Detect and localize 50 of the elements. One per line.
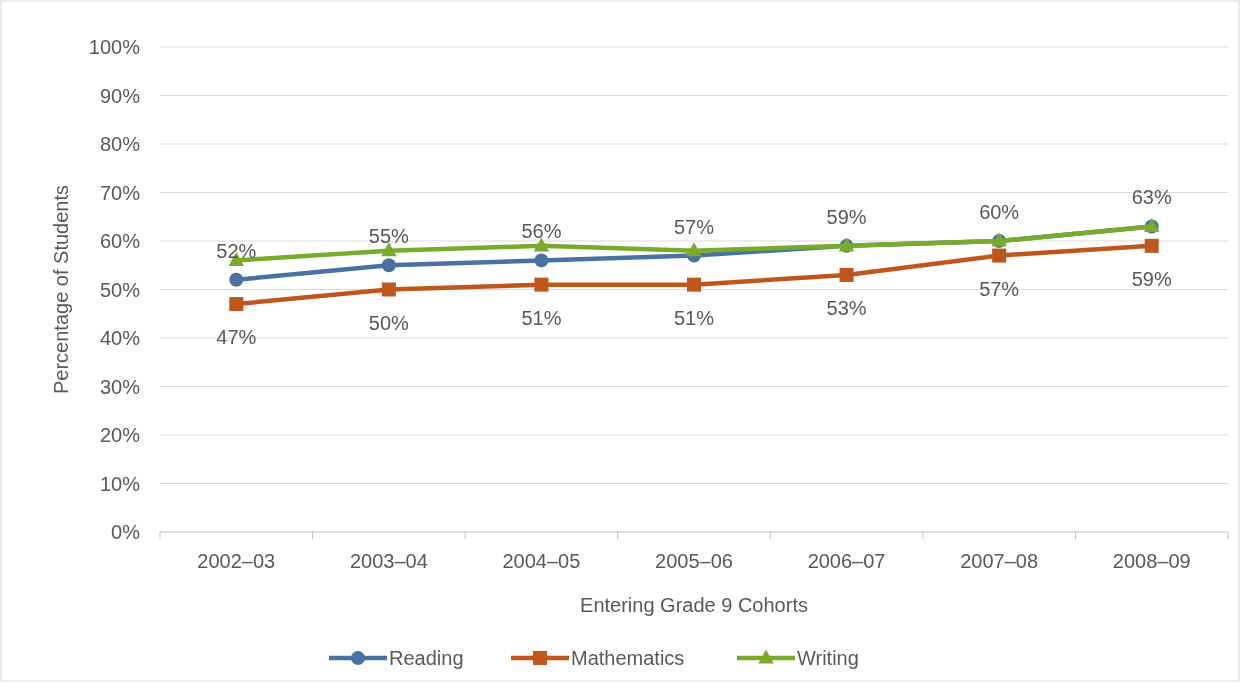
y-tick-label: 60% xyxy=(99,230,141,252)
data-label: 59% xyxy=(1131,267,1172,290)
data-label: 52% xyxy=(216,239,257,262)
y-tick-label: 80% xyxy=(99,133,141,155)
data-label: 63% xyxy=(1131,186,1172,209)
data-label: 57% xyxy=(673,215,715,238)
legend-label: Writing xyxy=(797,647,859,669)
point xyxy=(381,242,397,257)
y-tick-label: 50% xyxy=(99,278,141,301)
point xyxy=(686,242,702,257)
x-tick-label: 2004–05 xyxy=(502,550,581,572)
legend-label: Reading xyxy=(389,647,464,669)
y-tick-label: 20% xyxy=(99,424,141,446)
x-tick-label: 2003–04 xyxy=(349,550,428,572)
y-tick-label: 30% xyxy=(99,375,141,398)
point xyxy=(533,237,550,252)
point xyxy=(534,277,549,292)
y-tick-label: 10% xyxy=(99,472,141,495)
data-label: 50% xyxy=(368,311,410,334)
data-label: 53% xyxy=(826,296,867,319)
data-label: 57% xyxy=(979,277,1020,300)
y-tick-label: 0% xyxy=(111,521,141,543)
point xyxy=(229,297,244,312)
x-tick-label: 2007–08 xyxy=(960,550,1039,572)
legend-label: Mathematics xyxy=(571,647,685,669)
data-label: 51% xyxy=(521,306,562,329)
y-tick-label: 100% xyxy=(88,36,141,58)
y-tick-label: 40% xyxy=(99,327,141,349)
x-tick-label: 2005–06 xyxy=(655,550,733,572)
point xyxy=(992,248,1007,263)
y-axis-title: Percentage of Students xyxy=(50,184,72,395)
point xyxy=(381,258,396,273)
data-label: 51% xyxy=(673,306,715,329)
x-axis-title: Entering Grade 9 Cohorts xyxy=(580,594,808,616)
data-label: 60% xyxy=(979,201,1020,223)
point xyxy=(229,272,244,287)
data-label: 59% xyxy=(826,205,867,228)
point xyxy=(534,253,549,268)
point xyxy=(1144,238,1159,253)
data-label: 56% xyxy=(521,220,562,243)
x-tick-label: 2002–03 xyxy=(197,550,276,572)
x-tick-label: 2006–07 xyxy=(807,550,886,572)
x-tick-label: 2008–09 xyxy=(1112,550,1191,572)
y-tick-label: 70% xyxy=(99,181,141,204)
data-label: 47% xyxy=(216,326,257,349)
y-tick-label: 90% xyxy=(99,84,141,107)
point xyxy=(381,282,396,297)
data-label: 55% xyxy=(368,225,410,248)
point xyxy=(839,267,854,282)
point xyxy=(687,277,701,292)
